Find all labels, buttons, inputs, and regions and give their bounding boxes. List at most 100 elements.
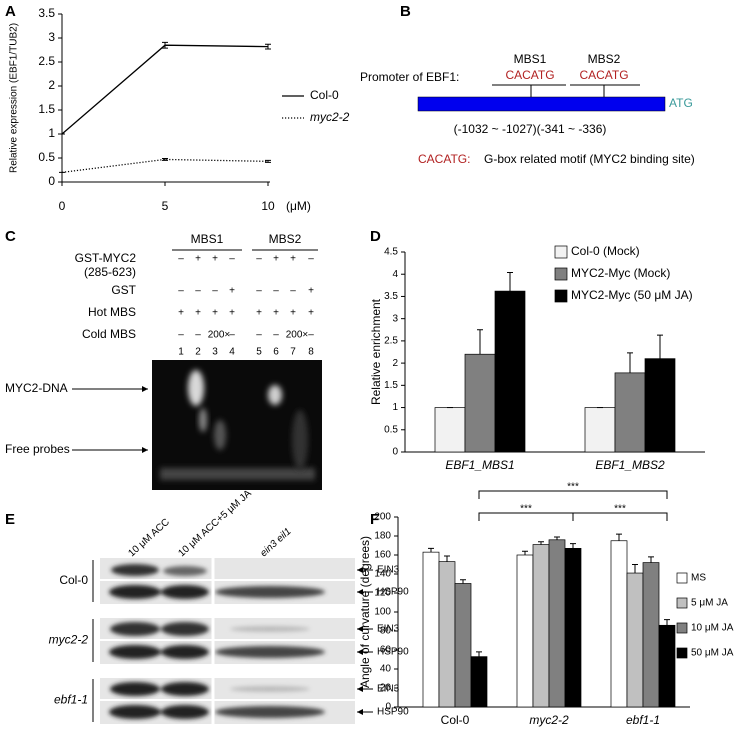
cell: – xyxy=(229,254,235,265)
bar xyxy=(584,407,616,453)
x-tick-label: Col-0 xyxy=(441,713,470,727)
panel-letter: F xyxy=(370,511,379,528)
motif-label: CACATG xyxy=(579,68,628,82)
row-label: GST-MYC2 xyxy=(75,251,137,265)
arrow-head xyxy=(142,447,148,453)
column-label: 10 μM ACC xyxy=(126,517,172,560)
error-bar xyxy=(460,579,466,584)
legend-label: 5 μM JA xyxy=(691,598,728,609)
legend-swatch xyxy=(554,289,568,303)
bar xyxy=(516,554,534,708)
arrow-head xyxy=(357,567,363,573)
panel-letter: E xyxy=(5,511,15,528)
legend-label: MYC2-Myc (Mock) xyxy=(571,266,670,280)
cell: – xyxy=(273,330,279,341)
y-axis-label: Relative expression (EBF1/TUB2) xyxy=(9,23,20,173)
annotation: *** xyxy=(567,482,579,493)
cell: – xyxy=(273,286,279,297)
x-tick-label: EBF1_MBS2 xyxy=(595,458,665,472)
legend-text: G-box related motif (MYC2 binding site) xyxy=(484,152,695,166)
cell: + xyxy=(273,254,279,265)
cell: + xyxy=(273,308,279,319)
band-label: Free probes xyxy=(5,442,70,456)
band-label: HSP90 xyxy=(377,647,409,658)
panel-b: B Promoter of EBF1: MBS1 MBS2 CACATG CAC… xyxy=(360,3,695,166)
bar xyxy=(438,561,456,708)
arrow-head xyxy=(357,686,363,692)
error-bar xyxy=(476,651,482,657)
cell: – xyxy=(195,330,201,341)
error-bar xyxy=(538,541,544,545)
arrow-head xyxy=(142,386,148,392)
x-tick-label: 0 xyxy=(59,199,66,213)
error-bar xyxy=(265,43,271,50)
legend-motif: CACATG: xyxy=(418,152,470,166)
error-bar xyxy=(507,271,513,292)
y-tick-label: 2 xyxy=(48,78,55,92)
bar xyxy=(614,372,646,453)
row-label: GST xyxy=(111,283,136,297)
bar xyxy=(658,624,676,708)
cell: + xyxy=(290,308,296,319)
cell: – xyxy=(195,286,201,297)
bar xyxy=(564,547,582,708)
promoter-label: Promoter of EBF1: xyxy=(360,70,459,84)
band-label: EIN3 xyxy=(377,684,400,695)
genotype-label: myc2-2 xyxy=(49,633,89,647)
cell: + xyxy=(256,308,262,319)
y-tick-label: 40 xyxy=(380,664,392,675)
legend-swatch xyxy=(554,245,568,259)
cell: – xyxy=(308,254,314,265)
y-tick-label: 2.5 xyxy=(384,336,398,347)
legend-swatch xyxy=(676,572,688,584)
series-line xyxy=(61,158,269,174)
error-bar xyxy=(632,564,638,574)
y-tick-label: 0 xyxy=(392,447,398,458)
row-sublabel: (285-623) xyxy=(84,265,136,279)
y-tick-label: 0 xyxy=(385,702,391,713)
significance-bracket xyxy=(572,512,668,521)
y-tick-label: 1.5 xyxy=(38,102,55,116)
lane-number: 4 xyxy=(229,347,235,358)
y-tick-label: 0.5 xyxy=(384,424,398,435)
legend-swatch xyxy=(676,622,688,634)
cell: – xyxy=(308,330,314,341)
cell: + xyxy=(212,254,218,265)
cell: + xyxy=(290,254,296,265)
bar xyxy=(610,540,628,708)
y-tick-label: 160 xyxy=(374,550,391,561)
cell: + xyxy=(212,308,218,319)
panel-c: C MBS1 MBS2 MYC2-DNA Free probes GST-MYC… xyxy=(5,228,322,490)
bar xyxy=(548,539,566,708)
bar xyxy=(532,544,550,708)
y-tick-label: 0 xyxy=(48,174,55,188)
cell: – xyxy=(256,330,262,341)
arrow-head xyxy=(357,709,363,715)
row-label: Cold MBS xyxy=(82,327,136,341)
bar xyxy=(626,572,644,708)
cell: + xyxy=(308,286,314,297)
band-label: HSP90 xyxy=(377,707,409,718)
error-bar xyxy=(554,536,560,540)
bar xyxy=(642,562,660,708)
x-tick-label: 10 xyxy=(261,199,275,213)
cell: + xyxy=(178,308,184,319)
lane-number: 8 xyxy=(308,347,314,358)
cell: – xyxy=(256,286,262,297)
y-tick-label: 1 xyxy=(392,402,398,413)
legend-swatch xyxy=(554,267,568,281)
error-bar xyxy=(627,352,633,373)
cell: + xyxy=(229,286,235,297)
cell: – xyxy=(229,330,235,341)
start-codon: ATG xyxy=(669,96,693,110)
cell: – xyxy=(256,254,262,265)
lane-number: 5 xyxy=(256,347,262,358)
x-tick-label: myc2-2 xyxy=(529,713,569,727)
y-tick-label: 100 xyxy=(374,607,391,618)
band-label: HSP90 xyxy=(377,587,409,598)
y-tick-label: 4 xyxy=(392,269,398,280)
panel-letter: C xyxy=(5,228,16,245)
x-tick-label: ebf1-1 xyxy=(626,713,660,727)
cell: + xyxy=(195,254,201,265)
panel-letter: D xyxy=(370,228,381,245)
